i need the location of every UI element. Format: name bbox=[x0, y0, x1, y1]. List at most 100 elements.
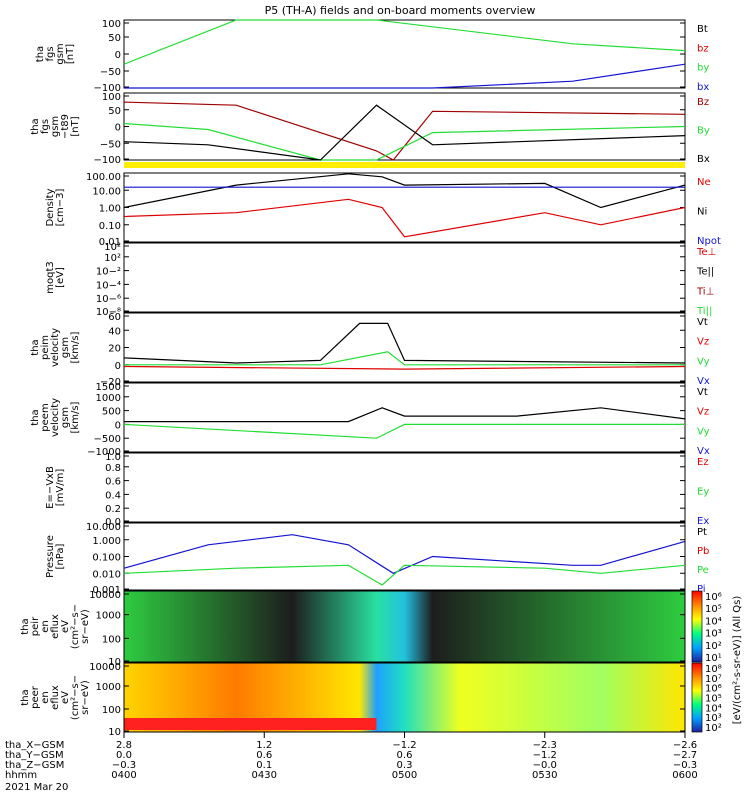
y-tick-label: 0.2 bbox=[105, 504, 121, 515]
y-axis-label: peem bbox=[40, 403, 51, 431]
colorbar-tick: 10² bbox=[705, 723, 722, 734]
x-tick-label: 0530 bbox=[532, 770, 557, 781]
y-axis-label: tha bbox=[30, 409, 41, 425]
y-axis-label: [km/s] bbox=[70, 401, 81, 433]
x-tick-label: 2.8 bbox=[116, 740, 132, 751]
legend-ey: Ey bbox=[697, 487, 709, 498]
legend-vx: Vx bbox=[697, 446, 710, 457]
y-tick-label: 1000 bbox=[96, 682, 121, 693]
legend-ex: Ex bbox=[697, 516, 709, 527]
x-tick-label: −0.3 bbox=[673, 760, 697, 771]
x-tick-label: −2.6 bbox=[673, 740, 697, 751]
y-tick-label: 1.000 bbox=[92, 536, 121, 547]
x-tick-label: −2.7 bbox=[673, 750, 697, 761]
panel-frame bbox=[123, 522, 686, 591]
y-tick-label: 0 bbox=[115, 361, 121, 372]
colorbar-tick: 10⁸ bbox=[705, 664, 722, 675]
y-tick-label: −100 bbox=[94, 83, 121, 94]
panel-pressure: 10.000 1.000 0.100 0.010 0.001 Pressure [nPa] P… bbox=[45, 522, 709, 596]
series-line-peim_velocity-vz bbox=[123, 365, 686, 370]
legend-bz: Bz bbox=[697, 97, 709, 108]
y-tick-label: 10−⁴ bbox=[96, 280, 121, 291]
x-tick-label: 1.2 bbox=[256, 740, 272, 751]
series-line-peim_velocity-vy bbox=[124, 351, 685, 366]
y-axis-label: en bbox=[40, 691, 51, 704]
y-tick-label: 1000 bbox=[96, 611, 121, 622]
legend-ni: Ni bbox=[697, 207, 707, 218]
y-tick-label: 0.01 bbox=[99, 237, 121, 248]
colorbar-tick: 10⁶ bbox=[705, 684, 722, 695]
colorbar-tick: 10⁷ bbox=[705, 674, 722, 685]
y-tick-label: −500 bbox=[94, 434, 121, 445]
legend-pb: Pb bbox=[697, 546, 709, 557]
legend-ti⊥: Ti⊥ bbox=[696, 286, 714, 297]
legend-vt: Vt bbox=[697, 317, 708, 328]
legend-vx: Vx bbox=[697, 376, 710, 387]
y-tick-label: 500 bbox=[102, 407, 121, 418]
legend-te⊥: Te⊥ bbox=[696, 247, 716, 258]
y-axis-label: gsm bbox=[60, 337, 71, 358]
y-axis-label: tha bbox=[20, 618, 31, 634]
panel-frame bbox=[123, 92, 686, 161]
legend-npot: Npot bbox=[697, 236, 721, 247]
x-tick-label: 0.3 bbox=[397, 760, 413, 771]
legend-pi: Pi bbox=[697, 584, 706, 595]
series-line-density-ni bbox=[123, 173, 686, 209]
series-line-fgs_gsm_t89-bx bbox=[123, 104, 686, 161]
y-axis-label: tha bbox=[35, 46, 46, 62]
panel-frame bbox=[123, 382, 686, 453]
y-tick-label: 10−⁸ bbox=[96, 307, 121, 318]
legend-ti||: Ti|| bbox=[696, 306, 712, 317]
y-tick-label: 0 bbox=[115, 123, 121, 134]
colorbar-tick: 10² bbox=[705, 641, 722, 652]
y-axis-label: [km/s] bbox=[70, 331, 81, 363]
x-tick-label: 0430 bbox=[252, 770, 277, 781]
panel-fgs_gsm: 100 50 0 −50 −100 tha fgs gsm [nT] Bt bz by bx bbox=[35, 19, 709, 94]
y-axis-label: eflux bbox=[50, 614, 61, 639]
colorbar-tick: 10³ bbox=[705, 629, 722, 640]
colorbar-tick: 10⁴ bbox=[705, 703, 722, 714]
series-line-peim_velocity-vt bbox=[123, 322, 686, 364]
x-tick-label: 0400 bbox=[111, 770, 136, 781]
series-line-peem_velocity-vy bbox=[123, 423, 685, 439]
legend-by: by bbox=[697, 63, 709, 74]
legend-vz: Vz bbox=[697, 407, 709, 418]
y-tick-label: 10000 bbox=[89, 662, 121, 673]
y-axis-label: eflux bbox=[50, 685, 61, 710]
x-tick-label: −2.3 bbox=[533, 740, 557, 751]
y-axis-label: [nPa] bbox=[55, 543, 66, 569]
colorbar-tick: 10⁴ bbox=[705, 616, 722, 627]
y-tick-label: 0.10 bbox=[99, 221, 121, 232]
x-tick-label: 0.1 bbox=[256, 760, 272, 771]
series-line-pressure-pe bbox=[123, 564, 686, 586]
y-tick-label: −50 bbox=[100, 139, 121, 150]
series-line-fgs_gsm_t89-bz bbox=[123, 101, 686, 161]
x-tick-label: 0600 bbox=[672, 770, 697, 781]
series-line-pressure-pi bbox=[123, 534, 686, 574]
x-row-label: tha_X−GSM bbox=[5, 740, 64, 751]
y-tick-label: 0.100 bbox=[92, 553, 121, 564]
y-axis-label: fgs bbox=[45, 46, 56, 61]
y-tick-label: 1000 bbox=[96, 393, 121, 404]
panel-peim_velocity: 60 40 20 0 −20 tha peim velocity gsm [km/s] Vt Vz Vy… bbox=[30, 312, 710, 388]
y-tick-label: 100 bbox=[102, 92, 121, 103]
colorbar-tick: 10⁵ bbox=[705, 604, 722, 615]
y-axis-label: tha bbox=[20, 689, 31, 705]
date-label: 2021 Mar 20 bbox=[5, 782, 68, 793]
x-row-label: tha_Z−GSM bbox=[5, 760, 64, 771]
series-line-fgs_gsm-by bbox=[123, 19, 686, 65]
y-axis-label: peer bbox=[30, 685, 41, 709]
y-axis-label: Density bbox=[45, 188, 56, 226]
panel-frame bbox=[123, 452, 686, 523]
y-axis-label: gsm bbox=[50, 116, 61, 137]
legend-vy: Vy bbox=[697, 356, 710, 367]
y-tick-label: 10 bbox=[108, 657, 121, 668]
y-axis-label: eV bbox=[60, 620, 71, 633]
y-tick-label: 50 bbox=[108, 106, 121, 117]
x-tick-label: 0500 bbox=[392, 770, 417, 781]
colorbar-tick: 10⁶ bbox=[705, 592, 722, 603]
y-tick-label: 0.4 bbox=[105, 490, 121, 501]
y-tick-label: 50 bbox=[108, 33, 121, 44]
y-axis-label: −t89 bbox=[60, 114, 71, 139]
